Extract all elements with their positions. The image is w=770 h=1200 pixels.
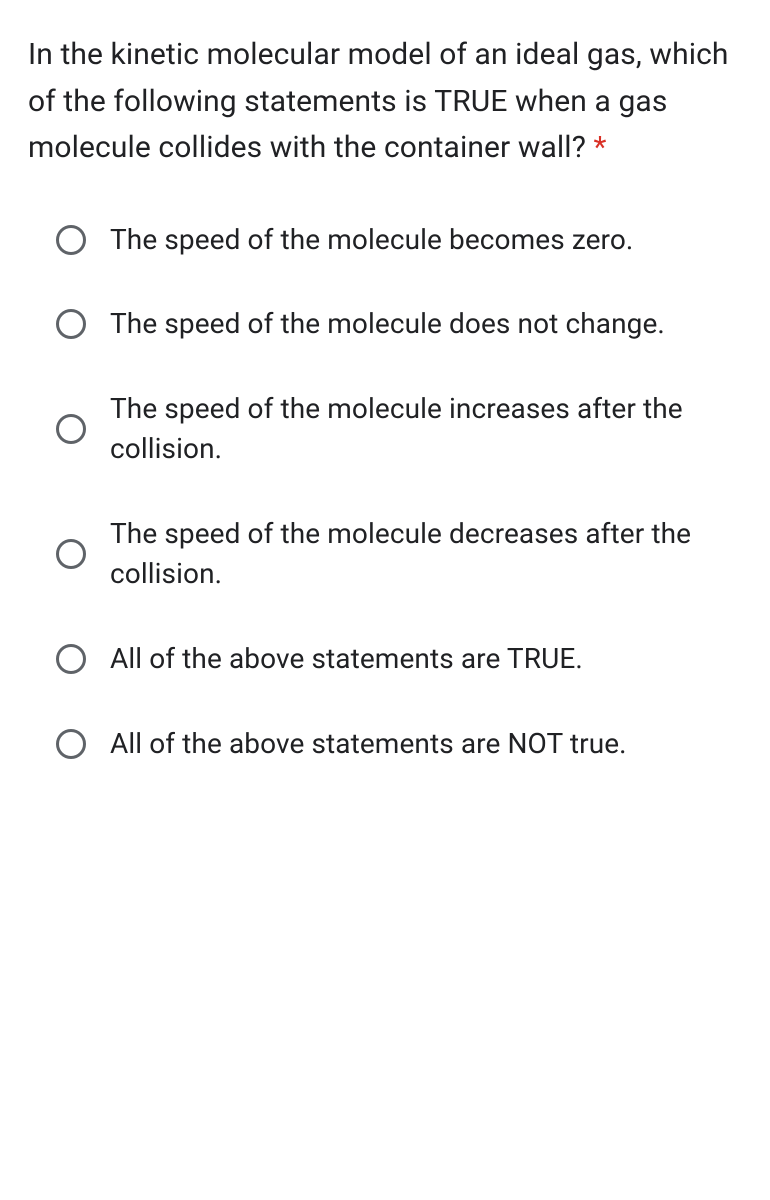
radio-icon bbox=[56, 225, 86, 255]
required-asterisk: * bbox=[586, 130, 607, 165]
option-label: The speed of the molecule decreases afte… bbox=[110, 514, 742, 595]
radio-icon bbox=[56, 309, 86, 339]
option-label: All of the above statements are TRUE. bbox=[110, 639, 583, 680]
radio-icon bbox=[56, 644, 86, 674]
question-text: In the kinetic molecular model of an ide… bbox=[28, 32, 742, 172]
option-label: The speed of the molecule becomes zero. bbox=[110, 220, 633, 261]
radio-option-2[interactable]: The speed of the molecule increases afte… bbox=[56, 389, 742, 470]
radio-option-0[interactable]: The speed of the molecule becomes zero. bbox=[56, 220, 742, 261]
question-body: In the kinetic molecular model of an ide… bbox=[28, 37, 729, 165]
option-label: The speed of the molecule does not chang… bbox=[110, 304, 665, 345]
radio-option-3[interactable]: The speed of the molecule decreases afte… bbox=[56, 514, 742, 595]
radio-option-4[interactable]: All of the above statements are TRUE. bbox=[56, 639, 742, 680]
radio-icon bbox=[56, 729, 86, 759]
option-label: All of the above statements are NOT true… bbox=[110, 724, 627, 765]
radio-option-5[interactable]: All of the above statements are NOT true… bbox=[56, 724, 742, 765]
radio-option-1[interactable]: The speed of the molecule does not chang… bbox=[56, 304, 742, 345]
option-label: The speed of the molecule increases afte… bbox=[110, 389, 742, 470]
options-list: The speed of the molecule becomes zero. … bbox=[28, 220, 742, 765]
radio-icon bbox=[56, 414, 86, 444]
radio-icon bbox=[56, 539, 86, 569]
